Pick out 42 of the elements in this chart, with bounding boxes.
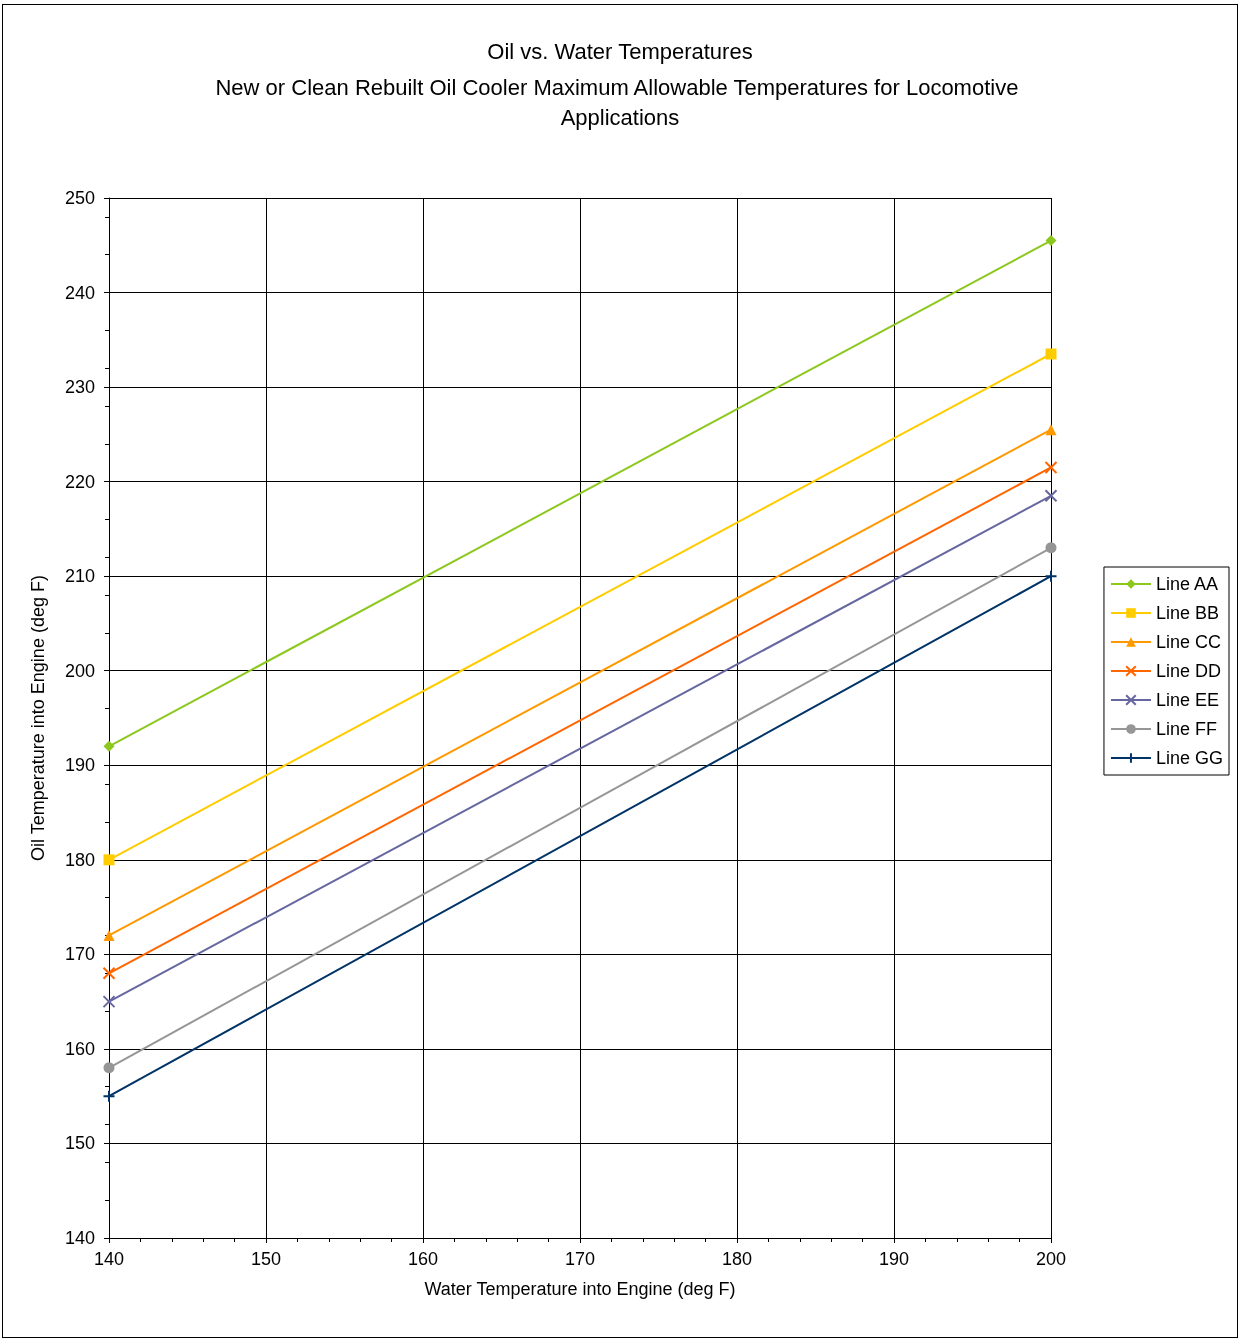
legend-label: Line DD [1155,661,1221,681]
legend-label: Line AA [1155,574,1219,594]
legend-label: Line CC [1155,632,1221,652]
y-tick-label: 210 [64,566,95,587]
chart-title: Oil vs. Water Temperatures [487,38,753,64]
point [1045,235,1057,247]
legend-label: Line EE [1155,690,1220,710]
x-tick-label: 190 [878,1249,910,1269]
x-tick-label: 170 [564,1249,596,1269]
y-tick-label: 190 [64,755,95,776]
y-tick-label: 240 [64,282,95,303]
legend-label: Line FF [1155,719,1217,739]
y-tick-label: 150 [64,1133,95,1154]
y-tick-label: 160 [64,1038,95,1059]
point [103,740,115,752]
y-tick-label: 220 [64,471,95,492]
y-tick-label: 250 [64,188,95,208]
point [102,995,116,1009]
x-tick-label: 180 [721,1249,753,1269]
y-tick-label: 140 [64,1228,95,1248]
point [1044,460,1058,474]
x-tick-label: 150 [250,1249,282,1269]
legend-label: Line BB [1155,603,1220,623]
x-tick-label: 160 [407,1249,439,1269]
point [102,1089,116,1103]
y-tick-label: 180 [64,849,95,870]
point [102,966,116,980]
point [1044,569,1058,583]
point [103,1062,115,1074]
x-axis-title: Water Temperature into Engine (deg F) [424,1279,736,1299]
point [103,854,115,866]
x-tick-label: 140 [93,1249,125,1269]
point [1045,348,1057,360]
x-tick-label: 200 [1035,1249,1067,1269]
chart-subtitle: New or Clean Rebuilt Oil Cooler Maximum Allowable Temperatures for Locomotive Applications [215,74,1025,130]
y-axis-title: Oil Temperature into Engine (deg F) [28,575,48,861]
point [1045,542,1057,554]
y-tick-label: 170 [64,944,95,965]
y-tick-label: 200 [64,660,95,681]
legend-label: Line GG [1155,748,1224,768]
point [1044,489,1058,503]
y-tick-label: 230 [64,377,95,398]
